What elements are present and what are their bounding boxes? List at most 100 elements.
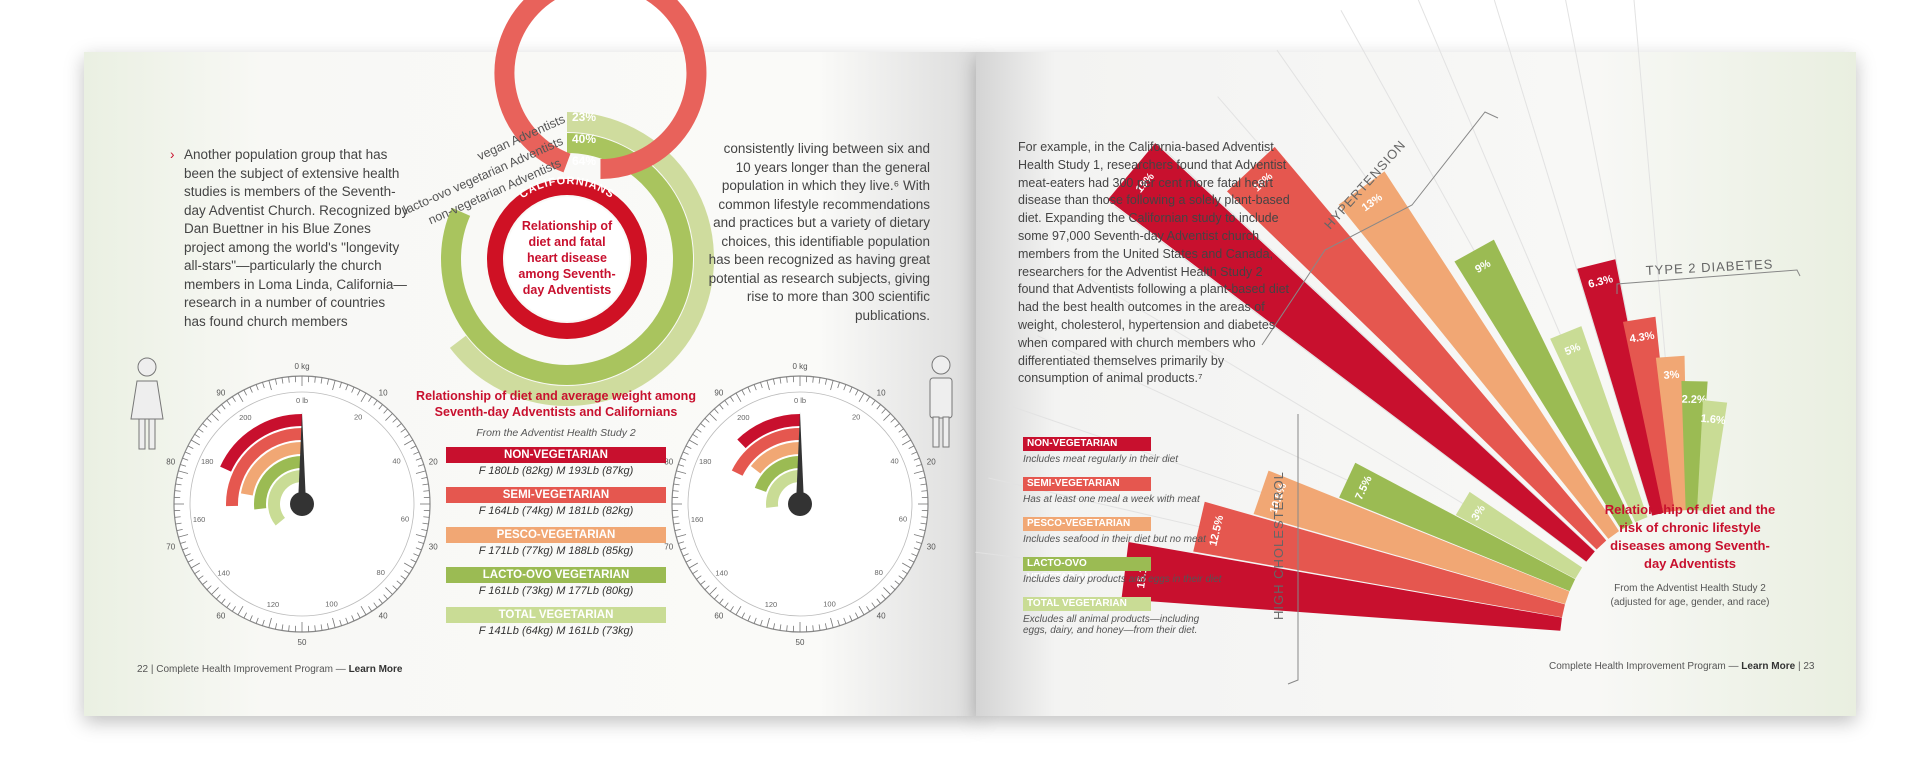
risk-bar-label: 5% bbox=[1563, 341, 1582, 358]
male-gauge-tick bbox=[921, 516, 928, 518]
female-weight-ring bbox=[220, 414, 303, 472]
male-lb-tick-label: 140 bbox=[715, 568, 728, 577]
female-gauge-tick bbox=[281, 377, 284, 384]
female-gauge-tick bbox=[211, 413, 219, 421]
male-gauge-tick bbox=[901, 439, 912, 446]
learn-more-link-right[interactable]: Learn More bbox=[1741, 661, 1796, 672]
female-gauge-tick bbox=[400, 575, 406, 580]
male-gauge-tick bbox=[849, 386, 853, 393]
female-gauge-tick bbox=[226, 400, 231, 406]
male-gauge-tick bbox=[843, 384, 847, 391]
female-gauge-tick bbox=[392, 585, 398, 590]
female-gauge-tick bbox=[345, 384, 349, 391]
male-gauge-tick bbox=[760, 382, 763, 389]
female-gauge-tick bbox=[182, 457, 189, 461]
female-gauge-tick bbox=[268, 380, 272, 391]
male-gauge-tick bbox=[830, 617, 834, 628]
male-kg-tick-label: 70 bbox=[664, 543, 673, 552]
female-gauge-tick bbox=[221, 598, 226, 604]
female-gauge-tick bbox=[221, 404, 226, 410]
male-figure-icon-leg-right bbox=[942, 416, 950, 448]
male-gauge-tick bbox=[753, 617, 757, 624]
male-gauge-tick bbox=[779, 377, 782, 384]
male-gauge-tick bbox=[700, 580, 706, 585]
female-gauge-tick bbox=[231, 396, 236, 402]
legend-description: Includes dairy products and eggs in thei… bbox=[1023, 574, 1222, 585]
male-kg-tick-label: 0 kg bbox=[792, 362, 807, 371]
female-gauge-tick bbox=[174, 490, 181, 492]
learn-more-link-left[interactable]: Learn More bbox=[348, 664, 403, 675]
male-figure-icon-leg-left bbox=[932, 416, 940, 448]
female-gauge-tick bbox=[345, 617, 349, 624]
female-gauge-tick bbox=[403, 439, 414, 446]
female-gauge-tick bbox=[410, 445, 417, 449]
male-gauge-tick bbox=[674, 476, 681, 480]
risk-bar bbox=[1121, 542, 1562, 631]
weight-category-values: F 161Lb (73kg) M 177Lb (80kg) bbox=[478, 585, 634, 597]
male-gauge-tick bbox=[902, 433, 908, 438]
male-gauge-tick bbox=[673, 522, 680, 525]
risk-bar bbox=[1338, 171, 1620, 539]
risk-bar bbox=[1550, 326, 1648, 523]
male-gauge-tick bbox=[920, 522, 927, 525]
male-gauge-tick bbox=[741, 389, 745, 396]
female-gauge-hub bbox=[290, 492, 314, 516]
risk-bar bbox=[1107, 143, 1595, 562]
female-figure-icon-leg-right bbox=[148, 418, 156, 450]
legend-description: Has at least one meal a week with meat bbox=[1023, 494, 1200, 505]
male-gauge-tick bbox=[901, 562, 912, 569]
female-lb-tick-label: 180 bbox=[201, 457, 214, 466]
male-gauge-tick bbox=[678, 464, 685, 467]
male-gauge-tick bbox=[921, 490, 928, 492]
male-kg-tick-label: 30 bbox=[927, 543, 936, 552]
fan-guide-line bbox=[1114, 206, 1587, 563]
male-gauge-tick bbox=[719, 404, 724, 410]
female-gauge-tick bbox=[274, 623, 278, 630]
female-gauge-tick bbox=[339, 382, 342, 389]
male-gauge-tick bbox=[704, 585, 710, 590]
female-kg-tick-label: 20 bbox=[429, 457, 438, 466]
male-gauge-tick bbox=[830, 380, 834, 391]
female-lb-tick-label: 120 bbox=[267, 600, 280, 609]
mortality-chart-title-text: Relationship of diet and fatal heart dis… bbox=[518, 219, 616, 297]
risk-bar bbox=[1339, 462, 1576, 592]
female-gauge-tick bbox=[178, 534, 189, 538]
male-gauge-tick bbox=[724, 400, 729, 406]
male-gauge-tick bbox=[685, 559, 692, 563]
male-gauge-tick bbox=[902, 570, 908, 575]
risk-bar bbox=[1697, 400, 1728, 512]
female-gauge-tick bbox=[243, 389, 247, 396]
male-gauge-tick bbox=[724, 602, 729, 608]
male-kg-tick-label: 40 bbox=[877, 612, 886, 621]
male-gauge-tick bbox=[858, 605, 865, 616]
female-gauge-tick bbox=[339, 619, 342, 626]
female-gauge-tick bbox=[320, 377, 323, 384]
female-gauge-tick bbox=[175, 522, 182, 525]
male-gauge-tick bbox=[911, 451, 918, 455]
male-gauge-tick bbox=[696, 428, 702, 433]
male-gauge-tick bbox=[812, 376, 814, 383]
female-gauge-tick bbox=[249, 615, 253, 622]
mortality-chart-title: Relationship of diet and fatal heart dis… bbox=[514, 218, 620, 298]
male-gauge-tick bbox=[692, 570, 698, 575]
female-lb-tick-label: 140 bbox=[217, 568, 230, 577]
male-gauge-tick bbox=[898, 428, 904, 433]
risk-bar-label: 2.2% bbox=[1682, 394, 1707, 406]
male-gauge-tick bbox=[719, 598, 724, 604]
male-lb-tick-label: 100 bbox=[823, 600, 836, 609]
male-gauge-tick bbox=[883, 413, 891, 421]
female-gauge-tick bbox=[274, 378, 278, 385]
female-kg-tick-label: 90 bbox=[216, 388, 225, 397]
male-gauge-tick bbox=[837, 619, 840, 626]
female-gauge-tick bbox=[351, 386, 355, 393]
male-gauge-tick bbox=[913, 470, 924, 474]
mortality-base-ring bbox=[487, 179, 647, 339]
male-kg-tick-label: 60 bbox=[714, 612, 723, 621]
female-gauge-tick bbox=[237, 605, 244, 616]
male-weight-ring bbox=[737, 414, 801, 449]
male-gauge-tick bbox=[812, 625, 814, 632]
female-gauge-inner-rim bbox=[189, 391, 415, 617]
weight-chart-subtitle-text: From the Adventist Health Study 2 bbox=[476, 427, 636, 439]
female-gauge-tick bbox=[403, 562, 414, 569]
male-gauge-tick bbox=[709, 413, 717, 421]
